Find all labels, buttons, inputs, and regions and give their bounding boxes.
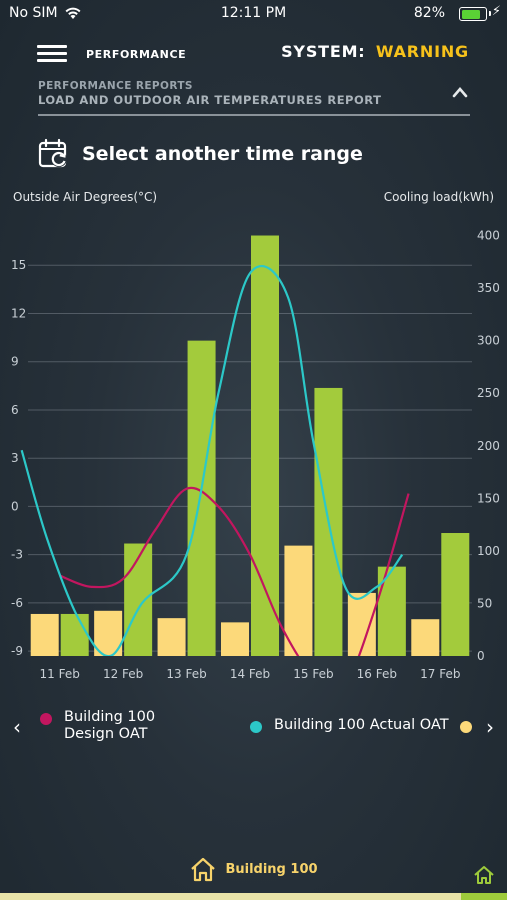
right-tick-label: 300 [477, 334, 500, 348]
battery-fill [461, 9, 481, 19]
system-status-value: WARNING [375, 42, 469, 61]
right-tick-label: 100 [477, 544, 500, 558]
x-tick-label: 15 Feb [293, 667, 333, 681]
series-line-design-oat [59, 486, 410, 656]
system-status: SYSTEM: WARNING [281, 42, 469, 61]
right-tick-label: 0 [477, 649, 485, 663]
legend-prev-arrow-icon[interactable]: ‹ [13, 715, 21, 739]
legend-label-design-oat: Building 100 Design OAT [64, 709, 156, 742]
bar-green [377, 566, 406, 656]
series-line-actual-oat [20, 265, 404, 656]
clock-label: 12:11 PM [220, 5, 287, 21]
right-tick-label: 200 [477, 439, 500, 453]
footer-home-tab-indicator [461, 893, 507, 900]
legend-dot-cooling-load [460, 721, 472, 733]
legend-item-cooling-load [460, 717, 484, 733]
legend-item-actual-oat: Building 100 Actual OAT [250, 717, 449, 733]
bar-green [124, 543, 153, 656]
calendar-refresh-icon [38, 138, 67, 168]
bar-yellow [157, 618, 186, 656]
x-tick-label: 12 Feb [103, 667, 143, 681]
left-tick-label: 6 [11, 403, 19, 417]
right-axis-title: Cooling load(kWh) [383, 190, 494, 204]
battery-percent: 82% [413, 5, 445, 21]
time-range-label: Select another time range [82, 143, 363, 165]
left-tick-label: 0 [11, 499, 19, 513]
x-tick-label: 11 Feb [40, 667, 80, 681]
x-tick-label: 13 Feb [166, 667, 206, 681]
chevron-up-icon[interactable] [452, 86, 468, 98]
bar-yellow [30, 613, 59, 656]
bar-yellow [221, 622, 249, 656]
building-name: Building 100 [225, 861, 318, 877]
x-tick-label: 17 Feb [420, 667, 460, 681]
footer-progress-bar [0, 893, 507, 900]
bar-green [251, 235, 279, 656]
bar-green [60, 613, 89, 656]
building-home-icon [191, 857, 216, 882]
bar-yellow [411, 619, 440, 656]
left-tick-label: 12 [11, 306, 26, 320]
page-title: PERFORMANCE [86, 48, 187, 61]
building-selector[interactable]: Building 100 [0, 856, 507, 886]
right-tick-label: 250 [477, 386, 500, 400]
report-selector[interactable]: PERFORMANCE REPORTS LOAD AND OUTDOOR AIR… [38, 78, 470, 116]
report-caption: PERFORMANCE REPORTS [38, 80, 193, 92]
wifi-icon [65, 7, 81, 19]
home-icon[interactable] [473, 864, 495, 886]
time-range-selector[interactable]: Select another time range [38, 138, 398, 174]
right-tick-label: 50 [477, 596, 492, 610]
hamburger-menu-icon[interactable] [37, 45, 67, 62]
left-tick-label: 9 [11, 355, 19, 369]
system-status-label: SYSTEM: [281, 42, 366, 61]
battery-nub [489, 11, 491, 16]
legend-label-actual-oat: Building 100 Actual OAT [274, 717, 449, 733]
legend-item-design-oat: Building 100 Design OAT [40, 709, 155, 743]
left-tick-label: 15 [11, 258, 26, 272]
chart-legend: ‹ Building 100 Design OAT Building 100 A… [0, 705, 507, 755]
status-bar: No SIM 12:11 PM 82% ⚡ [0, 0, 507, 28]
report-name: LOAD AND OUTDOOR AIR TEMPERATURES REPORT [38, 93, 382, 107]
left-tick-label: -9 [11, 644, 23, 658]
left-tick-label: -6 [11, 596, 23, 610]
legend-next-arrow-icon[interactable]: › [486, 715, 494, 739]
x-tick-label: 14 Feb [230, 667, 270, 681]
x-tick-label: 16 Feb [357, 667, 397, 681]
left-tick-label: -3 [11, 548, 23, 562]
bar-green [441, 533, 470, 656]
legend-dot-design-oat [40, 713, 52, 725]
bar-yellow [284, 545, 313, 656]
charging-bolt-icon: ⚡ [491, 4, 501, 19]
battery-icon [459, 7, 487, 21]
carrier-label: No SIM [9, 5, 58, 21]
right-tick-label: 350 [477, 281, 500, 295]
right-tick-label: 150 [477, 491, 500, 505]
right-tick-label: 400 [477, 229, 500, 243]
left-tick-label: 3 [11, 451, 19, 465]
cooling-load-chart: -9-6-30369121505010015020025030035040011… [11, 229, 500, 681]
legend-dot-actual-oat [250, 721, 262, 733]
left-axis-title: Outside Air Degrees(°C) [13, 190, 158, 204]
app-header: PERFORMANCE SYSTEM: WARNING [0, 38, 507, 68]
